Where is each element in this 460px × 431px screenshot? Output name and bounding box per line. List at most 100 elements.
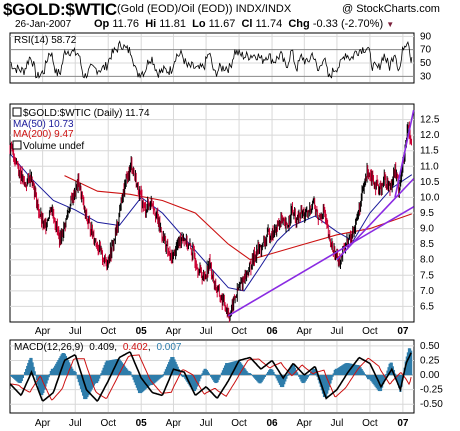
macd-axis: 0.50 0.25 0.00 -0.25 -0.50 bbox=[420, 341, 443, 410]
price-tick-label: 12.0 bbox=[420, 130, 440, 141]
x-axis-macd: Apr Jul Oct 05 Apr Jul Oct 06 Apr Jul Oct 07 bbox=[35, 418, 409, 429]
x-tick-label: Jul bbox=[69, 418, 82, 429]
macd-tick-label: -0.25 bbox=[420, 385, 443, 396]
macd-tick-label: 0.25 bbox=[420, 355, 440, 366]
symbol-title: $GOLD:$WTIC bbox=[3, 0, 117, 19]
ma50-polyline bbox=[9, 153, 413, 292]
x-tick-label: Apr bbox=[35, 418, 51, 429]
cl-label: Cl bbox=[241, 18, 253, 30]
price-tick-label: 8.0 bbox=[420, 255, 434, 266]
macd-legend-sep: , bbox=[114, 342, 117, 353]
x-tick-label: Apr bbox=[297, 418, 313, 429]
macd-line bbox=[9, 351, 412, 402]
x-tick-label: 06 bbox=[266, 418, 278, 429]
x-tick-label: Oct bbox=[100, 326, 116, 337]
macd-tick-label: -0.50 bbox=[420, 399, 443, 410]
op-label: Op bbox=[94, 18, 110, 30]
rsi-tick-label: 30 bbox=[420, 71, 432, 82]
price-tick-label: 8.5 bbox=[420, 239, 434, 250]
price-tick-label: 7.5 bbox=[420, 270, 434, 281]
x-tick-label: Jul bbox=[69, 326, 82, 337]
price-tick-label: 11.5 bbox=[420, 146, 439, 157]
rsi-axis: 90 70 50 30 bbox=[420, 31, 432, 82]
credit-text: @ StockCharts.com bbox=[342, 3, 440, 15]
chg-value: -0.33 (-2.70%) bbox=[312, 18, 384, 30]
legend-swatch-price bbox=[12, 107, 22, 117]
description-text: (Gold (EOD)/Oil (EOD)) bbox=[117, 3, 233, 15]
rsi-tick-label: 50 bbox=[420, 58, 432, 69]
x-tick-label: Apr bbox=[297, 326, 313, 337]
price-tick-label: 11.0 bbox=[420, 161, 439, 172]
rsi-tick-label: 90 bbox=[420, 31, 432, 42]
x-tick-label: Oct bbox=[100, 418, 116, 429]
rsi-tick-label: 70 bbox=[420, 45, 432, 56]
x-tick-label: 07 bbox=[397, 326, 409, 337]
rsi-panel: 90 70 50 30 RSI(14) 58.72 bbox=[9, 31, 432, 84]
price-tick-label: 12.5 bbox=[420, 115, 440, 126]
chg-label: Chg bbox=[288, 18, 310, 30]
x-tick-label: Jul bbox=[200, 326, 213, 337]
rsi-line bbox=[9, 40, 413, 79]
x-tick-label: 05 bbox=[136, 418, 148, 429]
quote-summary: Op 11.76 Hi 11.81 Lo 11.67 Cl 11.74 Chg … bbox=[94, 18, 394, 30]
symbol-description: (Gold (EOD)/Oil (EOD)) INDX/INDX bbox=[117, 3, 291, 15]
x-axis-price: Apr Jul Oct 05 Apr Jul Oct 06 Apr Jul Oct 07 bbox=[35, 326, 409, 337]
hi-label: Hi bbox=[145, 18, 157, 30]
price-tick-label: 10.0 bbox=[420, 192, 440, 203]
volume-legend: Volume undef bbox=[23, 141, 84, 152]
x-tick-label: 07 bbox=[397, 418, 409, 429]
price-tick-label: 7.0 bbox=[420, 286, 434, 297]
macd-legend-signal: 0.402 bbox=[123, 342, 148, 353]
x-tick-label: Oct bbox=[362, 418, 378, 429]
trendline bbox=[336, 178, 415, 261]
x-tick-label: Jul bbox=[331, 418, 344, 429]
price-tick-label: 9.5 bbox=[420, 208, 434, 219]
price-axis: 6.5 7.0 7.5 8.0 8.5 9.0 9.5 10.0 10.5 11.0 11.5 12.… bbox=[420, 115, 440, 313]
rsi-legend: RSI(14) 58.72 bbox=[14, 35, 77, 46]
macd-legend: MACD(12,26,9) 0.409, 0.402, 0.007 bbox=[14, 342, 182, 353]
lo-value: 11.67 bbox=[208, 18, 236, 30]
macd-panel: 0.50 0.25 0.00 -0.25 -0.50 MACD(12,26,9) 0.4… bbox=[9, 339, 443, 414]
x-tick-label: 06 bbox=[266, 326, 278, 337]
x-tick-label: Oct bbox=[231, 418, 247, 429]
x-tick-label: Apr bbox=[166, 326, 182, 337]
rsi-polyline bbox=[9, 40, 413, 79]
macd-legend-sep2: , bbox=[148, 342, 151, 353]
x-tick-label: Apr bbox=[166, 418, 182, 429]
price-tick-label: 6.5 bbox=[420, 301, 434, 312]
ma200-legend: MA(200) 9.47 bbox=[13, 129, 74, 140]
price-grid bbox=[10, 105, 414, 321]
macd-legend-label: MACD(12,26,9) bbox=[14, 342, 83, 353]
price-tick-label: 9.0 bbox=[420, 224, 434, 235]
trendlines bbox=[227, 110, 415, 317]
quote-date: 26-Jan-2007 bbox=[15, 19, 72, 30]
op-value: 11.76 bbox=[112, 18, 140, 30]
price-legend-main: $GOLD:$WTIC (Daily) 11.74 bbox=[23, 108, 150, 119]
hi-value: 11.81 bbox=[159, 18, 186, 30]
macd-legend-value: 0.409 bbox=[89, 342, 114, 353]
x-tick-label: Apr bbox=[35, 326, 51, 337]
x-tick-label: Oct bbox=[362, 326, 378, 337]
x-tick-label: 05 bbox=[136, 326, 148, 337]
x-tick-label: Oct bbox=[231, 326, 247, 337]
cl-value: 11.74 bbox=[255, 18, 283, 30]
legend-swatch-volume bbox=[12, 140, 22, 150]
price-tick-label: 10.5 bbox=[420, 177, 440, 188]
lo-label: Lo bbox=[192, 18, 206, 30]
ma50-legend: MA(50) 10.73 bbox=[13, 119, 74, 130]
x-tick-label: Jul bbox=[331, 326, 344, 337]
down-arrow-icon: ▼ bbox=[386, 20, 395, 29]
macd-tick-label: 0.50 bbox=[420, 341, 440, 352]
macd-tick-label: 0.00 bbox=[420, 370, 440, 381]
credit-label: @ StockCharts.com bbox=[342, 3, 440, 15]
price-panel: 6.5 7.0 7.5 8.0 8.5 9.0 9.5 10.0 10.5 11.0 11.5 12.… bbox=[9, 103, 440, 323]
exchange-text: INDX/INDX bbox=[235, 3, 292, 15]
macd-legend-hist: 0.007 bbox=[156, 342, 181, 353]
trendline bbox=[227, 206, 415, 317]
x-tick-label: Jul bbox=[200, 418, 213, 429]
trendline bbox=[394, 110, 415, 198]
macd-polyline bbox=[9, 351, 412, 402]
ma50-line bbox=[9, 153, 413, 292]
